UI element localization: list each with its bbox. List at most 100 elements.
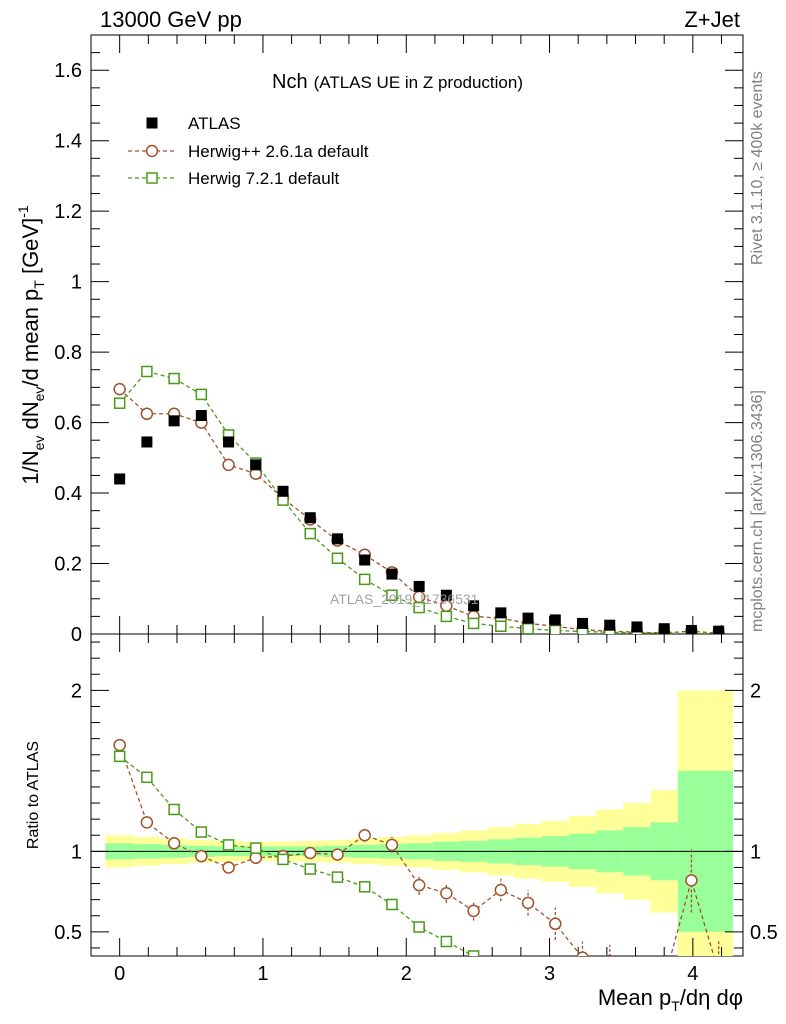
ratio-y-tick-label-right: 0.5: [750, 922, 778, 944]
main-point: [195, 388, 208, 401]
legend-label: ATLAS: [188, 114, 241, 133]
ratio-point: [222, 839, 235, 851]
ratio-point: [331, 871, 344, 883]
ratio-point: [167, 837, 181, 850]
legend-label: Herwig++ 2.6.1a default: [188, 142, 369, 161]
y-axis-label: 1/Nev dNev/d mean pT [GeV]-1: [15, 205, 47, 485]
main-point: [114, 473, 126, 485]
main-point: [141, 365, 153, 378]
main-point: [685, 624, 697, 634]
ratio-point: [412, 878, 426, 892]
main-point: [658, 623, 670, 634]
main-point: [168, 372, 180, 385]
ratio-point: [195, 826, 208, 838]
mcplots-label: mcplots.cern.ch [arXiv:1306.3436]: [749, 390, 766, 632]
y-tick-label: 0: [71, 624, 82, 646]
main-point: [522, 622, 534, 634]
main-point: [386, 589, 398, 601]
ratio-point: [358, 829, 371, 842]
main-point: [140, 407, 154, 421]
plot-subtitle: (ATLAS UE in Z production): [314, 73, 523, 92]
main-point: [631, 621, 643, 633]
main-series-line: [119, 370, 719, 634]
y-tick-label: 0.4: [54, 483, 82, 505]
legend-marker: [146, 172, 158, 184]
x-axis-label: Mean pT/dη dφ: [598, 985, 743, 1014]
ratio-point: [277, 853, 289, 866]
main-point: [495, 607, 507, 619]
ratio-point: [249, 851, 263, 865]
ratio-point: [521, 896, 535, 910]
legend-label: Herwig 7.2.1 default: [188, 169, 339, 188]
main-point: [468, 600, 480, 612]
main-point: [141, 436, 153, 448]
ratio-point: [331, 848, 344, 861]
main-point: [250, 459, 262, 471]
y-tick-label: 1.4: [54, 131, 82, 153]
main-point: [304, 527, 316, 540]
y-tick-label: 1: [71, 272, 82, 294]
x-tick-label: 1: [257, 963, 268, 985]
ratio-point: [113, 738, 126, 752]
main-point: [440, 589, 452, 601]
y-tick-label: 0.6: [54, 413, 82, 435]
ratio-point: [413, 921, 425, 933]
y-tick-label: 1.2: [54, 201, 82, 223]
main-point: [113, 397, 126, 409]
main-point: [113, 382, 126, 396]
ratio-point: [250, 842, 262, 854]
ratio-point: [168, 803, 180, 816]
ratio-point: [467, 904, 480, 918]
ratio-point: [222, 861, 235, 874]
ratio-point: [578, 978, 588, 988]
ratio-point: [358, 881, 371, 893]
ratio-point: [659, 975, 670, 986]
main-point: [440, 610, 453, 623]
ratio-point: [523, 967, 533, 977]
axis-tick-labels: 0 1 2 3 4 0 0.2 0.4 0.6 0.8 1 1.2 1.4 1.6 0.5 0.5 1 1 2 2: [54, 60, 778, 985]
main-point: [413, 580, 425, 592]
ratio-point: [385, 838, 399, 852]
y-tick-label: 0.8: [54, 342, 82, 364]
main-point: [359, 554, 371, 566]
legend-marker: [146, 117, 158, 129]
x-tick-label: 3: [544, 963, 555, 985]
main-point: [522, 612, 534, 624]
ratio-point: [467, 950, 480, 956]
main-point: [577, 617, 589, 629]
ratio-panel-frame: [90, 633, 744, 957]
ratio-point: [304, 863, 316, 875]
x-tick-label: 4: [687, 963, 698, 985]
main-point: [304, 512, 316, 524]
ratio-point: [605, 954, 614, 956]
x-tick-label: 0: [114, 963, 125, 985]
main-series-line: [119, 388, 719, 634]
main-point: [358, 573, 371, 586]
ratio-point: [631, 967, 642, 978]
ratio-point: [496, 959, 506, 969]
plot-title: Nch (ATLAS UE in Z production): [272, 71, 523, 93]
ratio-y-tick-label: 1: [71, 841, 82, 863]
process-label: Z+Jet: [684, 7, 740, 32]
ratio-y-tick-label-right: 2: [750, 680, 761, 702]
ratio-point: [141, 771, 153, 784]
main-point: [549, 624, 562, 634]
y-tick-label: 0.2: [54, 554, 82, 576]
main-series-layer: [113, 365, 725, 634]
ratio-point: [713, 967, 724, 978]
main-point: [549, 614, 561, 626]
legend: ATLAS Herwig++ 2.6.1a default Herwig 7.2.1…: [128, 114, 369, 188]
ratio-point: [440, 935, 453, 948]
main-point: [168, 415, 180, 427]
ratio-y-tick-label: 2: [71, 680, 82, 702]
main-point: [277, 485, 289, 497]
main-point: [331, 533, 343, 545]
ratio-point: [386, 898, 398, 911]
ratio-y-tick-label: 0.5: [54, 922, 82, 944]
y-tick-label: 1.6: [54, 60, 82, 82]
ratio-point: [440, 886, 453, 900]
main-point: [222, 458, 235, 472]
ratio-y-axis-label: Ratio to ATLAS: [25, 741, 42, 849]
energy-label: 13000 GeV pp: [100, 7, 242, 32]
